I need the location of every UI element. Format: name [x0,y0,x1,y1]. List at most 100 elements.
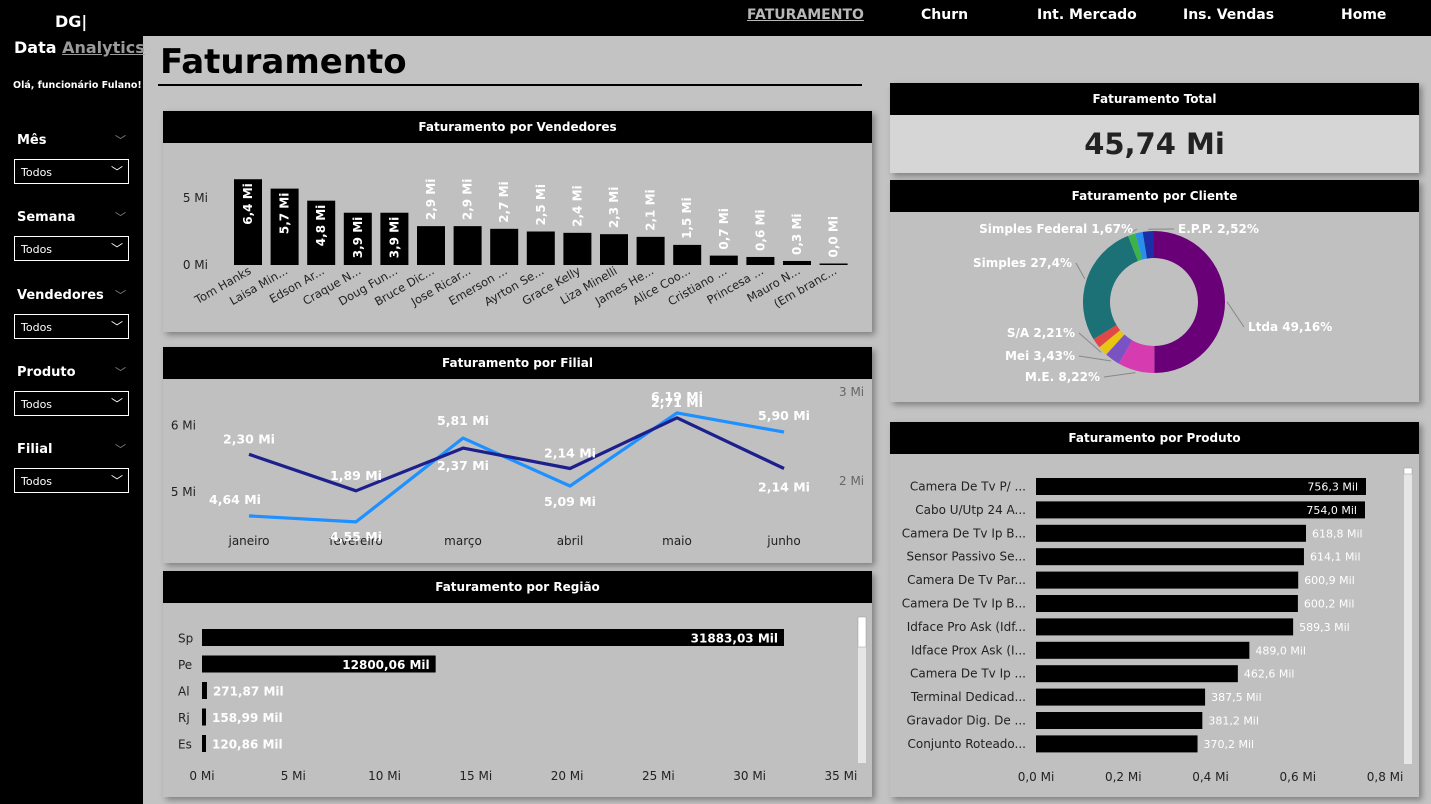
data-label: 754,0 Mil [1306,504,1357,517]
x-tick-label: fevereiro [329,534,383,548]
data-label: 158,99 Mil [212,711,283,725]
data-label: 31883,03 Mil [691,632,778,646]
bar [819,263,848,265]
category-label: Camera De Tv Ip B... [902,526,1026,540]
card-produto: Faturamento por Produto Camera De Tv P/ … [890,422,1419,797]
bar [417,226,445,265]
slice-label: M.E. 8,22% [1025,370,1100,384]
chevron-down-icon: ﹀ [110,320,123,334]
data-label: 5,81 Mi [437,413,489,428]
bar [636,236,665,265]
data-label: 2,9 Mi [461,179,475,221]
bar [202,629,784,646]
bar [600,234,628,265]
card-filial: Faturamento por Filial 5 Mi 6 Mi 2 Mi 3 Mi j… [163,347,872,563]
data-label: 2,37 Mi [437,458,489,473]
bar [453,226,482,265]
donut-slice [1142,231,1154,259]
leader-line [1103,372,1136,378]
scrollbar-track [1404,468,1412,764]
bar [1036,665,1238,683]
chevron-down-icon[interactable]: ﹀ [115,134,126,147]
filter-label-vendedores: Vendedores [17,288,104,303]
bar [1036,571,1299,589]
data-label: 2,3 Mi [607,187,621,229]
category-label: Pe [178,658,192,672]
donut-slice [1118,340,1155,373]
nav-home[interactable]: Home [1341,7,1387,23]
donut-slice [1099,330,1125,355]
nav-churn[interactable]: Churn [921,7,969,23]
nav-int-mercado[interactable]: Int. Mercado [1037,7,1137,23]
data-label: 2,5 Mi [534,184,548,226]
card-title: Faturamento por Produto [890,422,1419,454]
bar [563,232,592,265]
bar [1036,548,1304,566]
card-title: Faturamento Total [890,83,1419,115]
chevron-down-icon[interactable]: ﹀ [115,366,126,379]
card-title: Faturamento por Região [163,571,872,603]
x-tick-label: 0,4 Mi [1192,770,1229,784]
data-label: 756,3 Mil [1307,481,1358,494]
data-label: 2,7 Mi [497,181,511,223]
category-label: Es [178,738,192,752]
data-label: 5,90 Mi [758,408,810,423]
category-label: Terminal Dedicad... [910,690,1026,704]
card-vendedores: Faturamento por Vendedores 0 Mi 5 Mi 6,4 M… [163,111,872,332]
data-label: 0,6 Mi [753,209,767,251]
filter-label-filial: Filial [17,442,53,457]
leader-line [1226,301,1245,328]
regiao-chart: Sp 31883,03 Mil Pe 12800,06 Mil Al 271,87 Mil… [178,616,867,783]
y-tick-label-left: 5 Mi [171,485,196,499]
logo-text: Data Analytics [14,38,145,57]
data-label: 12800,06 Mil [342,658,429,672]
filter-select-filial[interactable]: Todos ﹀ [14,468,129,493]
data-label: 614,1 Mil [1310,551,1361,564]
bar [490,228,519,265]
filter-select-semana[interactable]: Todos ﹀ [14,236,129,261]
logo-analytics: Analytics [62,38,145,57]
filter-label-mes: Mês [17,133,47,148]
x-tick-label: 0,6 Mi [1280,770,1317,784]
y-tick-label-left: 6 Mi [171,419,196,433]
filter-value: Todos [21,398,53,411]
nav-faturamento[interactable]: FATURAMENTO [747,7,864,23]
x-tick-label: junho [766,534,801,548]
x-tick-label: 0,8 Mi [1367,770,1404,784]
y-tick-label-right: 2 Mi [839,474,864,488]
bar [1036,501,1365,519]
x-tick-label: 5 Mi [281,769,306,783]
logo-mark: DG| [55,12,88,31]
slice-label: Simples Federal 1,67% [979,222,1133,236]
category-label: Idface Prox Ask (I... [911,643,1026,657]
data-label: 2,71 Mi [651,395,703,410]
slice-label: S/A 2,21% [1007,326,1075,340]
data-label: 6,4 Mi [241,183,255,225]
x-tick-label: 20 Mi [551,769,584,783]
x-tick-label: janeiro [227,534,269,548]
donut-slice [1154,231,1225,373]
category-label: Camera De Tv Par... [907,573,1026,587]
scrollbar-track [858,617,866,763]
filter-select-vendedores[interactable]: Todos ﹀ [14,314,129,339]
filter-select-mes[interactable]: Todos ﹀ [14,159,129,184]
x-tick-label: 30 Mi [733,769,766,783]
total-value: 45,74 Mi [1084,127,1225,161]
bar [1036,618,1294,636]
chevron-down-icon[interactable]: ﹀ [115,211,126,224]
category-label: Camera De Tv P/ ... [910,480,1026,494]
logo-data: Data [14,38,57,57]
nav-ins-vendas[interactable]: Ins. Vendas [1183,7,1275,23]
leader-line [1130,228,1138,234]
chevron-down-icon[interactable]: ﹀ [115,443,126,456]
category-label: Idface Pro Ask (Idf... [907,620,1026,634]
data-label: 462,6 Mil [1244,668,1295,681]
data-label: 600,9 Mil [1304,574,1355,587]
chevron-down-icon[interactable]: ﹀ [115,289,126,302]
donut-slice [1135,231,1147,260]
bar [202,708,206,726]
filter-select-produto[interactable]: Todos ﹀ [14,391,129,416]
filter-value: Todos [21,166,53,179]
data-label: 2,14 Mi [758,480,810,495]
